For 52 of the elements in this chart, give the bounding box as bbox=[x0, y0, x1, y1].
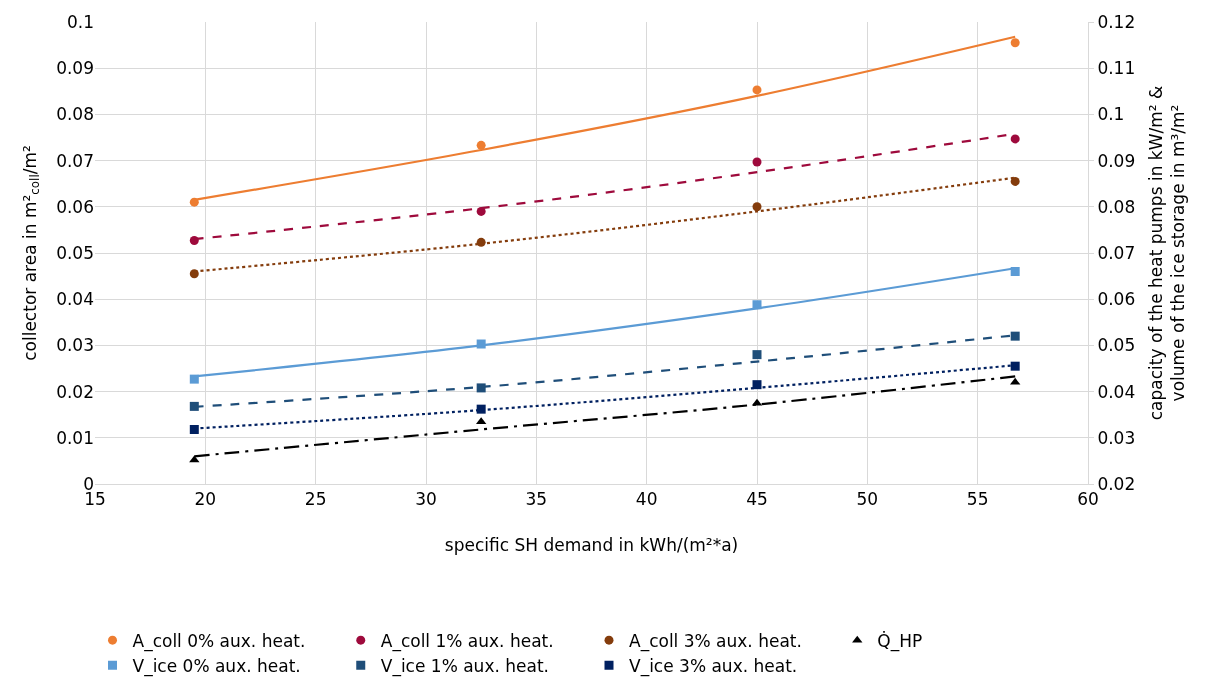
y-tick-label: 0.05 bbox=[56, 242, 94, 263]
y-tick-label: 0.02 bbox=[56, 381, 94, 402]
y-tick-label: 0.1 bbox=[66, 11, 94, 32]
y2-tick-label: 0.04 bbox=[1097, 381, 1136, 402]
x-tick-label: 15 bbox=[84, 489, 106, 510]
x-tick-label: 50 bbox=[856, 489, 879, 510]
y2-tick-label: 0.12 bbox=[1097, 11, 1136, 32]
y-tick-label: 0.06 bbox=[56, 196, 94, 217]
y-tick-label: 0.08 bbox=[56, 104, 94, 125]
y-tick-label: 0.09 bbox=[56, 58, 94, 79]
point bbox=[189, 455, 200, 463]
y2-tick-label: 0.07 bbox=[1097, 242, 1136, 263]
legend-label: Q̇_HP bbox=[877, 630, 923, 652]
point bbox=[752, 157, 762, 167]
x-tick-label: 45 bbox=[746, 489, 768, 510]
y2-tick-label: 0.1 bbox=[1097, 104, 1125, 125]
point bbox=[1010, 176, 1020, 186]
y-tick-label: 0.01 bbox=[56, 427, 94, 448]
y2-tick-label: 0.03 bbox=[1097, 427, 1136, 448]
point bbox=[752, 380, 762, 390]
y2-tick-label: 0.02 bbox=[1097, 473, 1136, 494]
x-tick-label: 60 bbox=[1077, 489, 1099, 510]
y2-tick-label: 0.05 bbox=[1097, 335, 1136, 356]
y2-tick-label: 0.09 bbox=[1097, 150, 1136, 171]
y-tick-label: 0.07 bbox=[56, 150, 94, 171]
y2-tick-label: 0.08 bbox=[1097, 196, 1136, 217]
x-tick-label: 30 bbox=[415, 489, 437, 510]
legend-label: A_coll 3% aux. heat. bbox=[629, 630, 802, 652]
point bbox=[752, 350, 762, 360]
y-tick-label: 0.03 bbox=[56, 335, 94, 356]
point bbox=[1010, 134, 1020, 144]
legend-label: V_ice 0% aux. heat. bbox=[132, 655, 301, 677]
y-tick-label: 0.04 bbox=[56, 289, 94, 310]
x-tick-label: 20 bbox=[194, 489, 217, 510]
legend-label: A_coll 0% aux. heat. bbox=[132, 630, 306, 652]
point bbox=[1010, 331, 1020, 341]
y2-tick-label: 0.11 bbox=[1097, 58, 1136, 79]
x-tick-label: 40 bbox=[635, 489, 658, 510]
legend-label: A_coll 1% aux. heat. bbox=[380, 630, 554, 652]
point bbox=[1010, 361, 1020, 371]
x-tick-label: 25 bbox=[304, 489, 327, 510]
point bbox=[1010, 38, 1020, 48]
x-tick-label: 55 bbox=[966, 489, 989, 510]
point bbox=[476, 383, 486, 393]
legend-label: V_ice 3% aux. heat. bbox=[629, 655, 798, 677]
point bbox=[752, 85, 762, 95]
x-axis-title: specific SH demand in kWh/(m²*a) bbox=[444, 534, 739, 555]
x-tick-label: 35 bbox=[525, 489, 548, 510]
point bbox=[476, 140, 486, 150]
y2-tick-label: 0.06 bbox=[1097, 289, 1136, 310]
y2-axis-title: capacity of the heat pumps in kW/m² & volume of the ice storage in m³/m² bbox=[1145, 85, 1188, 421]
legend-label: V_ice 1% aux. heat. bbox=[380, 655, 549, 677]
